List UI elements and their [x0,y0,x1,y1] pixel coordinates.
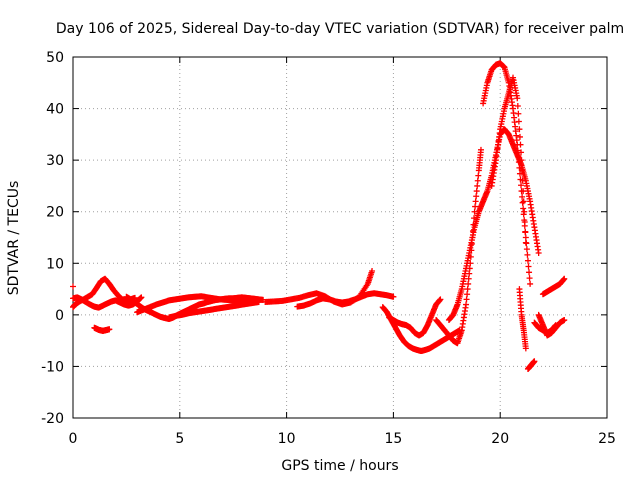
x-tick-label: 5 [175,431,184,447]
y-tick-label: 40 [46,102,64,118]
series-trace-c [91,324,113,334]
series-trace-b [70,294,145,311]
y-tick-label: 30 [46,153,64,169]
data-point [521,208,528,215]
data-point [522,239,529,246]
data-point [515,153,522,160]
data-point [525,263,532,270]
data-point [526,275,533,282]
data-point [519,167,526,174]
data-point [519,177,526,184]
data-point [465,280,472,287]
data-point [390,293,397,300]
tick-marks [72,56,608,419]
data-point [520,188,527,195]
x-tick-label: 0 [69,431,78,447]
data-point [516,170,523,177]
data-point [524,257,531,264]
series-trace-o [488,74,529,246]
data-points [70,60,568,373]
series-trace-t [531,319,559,336]
data-point [369,268,376,275]
data-point [473,193,480,200]
series-trace-d [70,283,76,290]
data-point [437,296,444,303]
data-point [70,283,76,290]
series-trace-i [294,290,397,310]
x-tick-label: 25 [598,431,616,447]
data-point [514,147,521,154]
data-point [522,234,529,241]
data-point [255,298,262,305]
data-point [522,229,529,236]
data-point [138,294,145,301]
data-point [464,291,471,298]
data-point [520,198,527,205]
series-trace-g [166,298,262,321]
y-tick-label: 20 [46,205,64,221]
data-point [535,249,542,256]
series-trace-k [386,296,444,339]
data-point [515,118,522,125]
data-point [472,198,479,205]
data-point [514,102,521,109]
data-point [519,193,526,200]
data-point [561,317,568,324]
data-point [474,177,481,184]
y-tick-label: -20 [41,411,64,427]
data-point [464,286,471,293]
data-point [522,345,529,352]
data-point [552,322,559,329]
series-trace-q [524,358,538,373]
data-point [473,188,480,195]
x-tick-label: 20 [491,431,509,447]
chart-title: Day 106 of 2025, Sidereal Day-to-day VTE… [56,21,624,37]
y-tick-label: 10 [46,256,64,272]
data-point [474,182,481,189]
data-point [518,149,525,156]
data-point [524,251,531,258]
data-point [515,110,522,117]
data-point [517,141,524,148]
y-tick-label: 0 [55,308,64,324]
series-trace-p [516,286,529,352]
data-point [518,182,525,189]
grid [73,57,607,418]
data-point [523,246,530,253]
x-tick-labels: 0 5 10 15 20 25 [69,431,616,447]
x-tick-label: 10 [278,431,296,447]
x-tick-label: 15 [384,431,402,447]
data-point [475,172,482,179]
data-point [463,301,470,308]
y-tick-label: -10 [41,359,64,375]
data-point [463,296,470,303]
y-tick-labels: -20 -10 0 10 20 30 40 50 [41,50,64,427]
y-tick-label: 50 [46,50,64,66]
series-trace-l [433,146,484,347]
data-point [514,95,521,102]
data-point [521,219,528,226]
data-point [477,146,484,153]
data-point [531,358,538,365]
data-point [472,203,479,210]
data-point [527,280,534,287]
series-trace-j [379,304,463,354]
y-axis-label: SDTVAR / TECUs [6,181,22,296]
data-point [526,269,533,276]
data-point [519,199,526,206]
data-point [520,205,527,212]
data-point [518,157,525,164]
data-point [106,326,113,333]
plot-frame [72,56,608,419]
series-trace-s [539,275,568,298]
data-point [516,126,523,133]
series-trace-a [70,275,138,311]
data-point [516,133,523,140]
x-axis-label: GPS time / hours [281,458,398,474]
series-trace-r [535,311,568,339]
data-point [561,275,568,282]
